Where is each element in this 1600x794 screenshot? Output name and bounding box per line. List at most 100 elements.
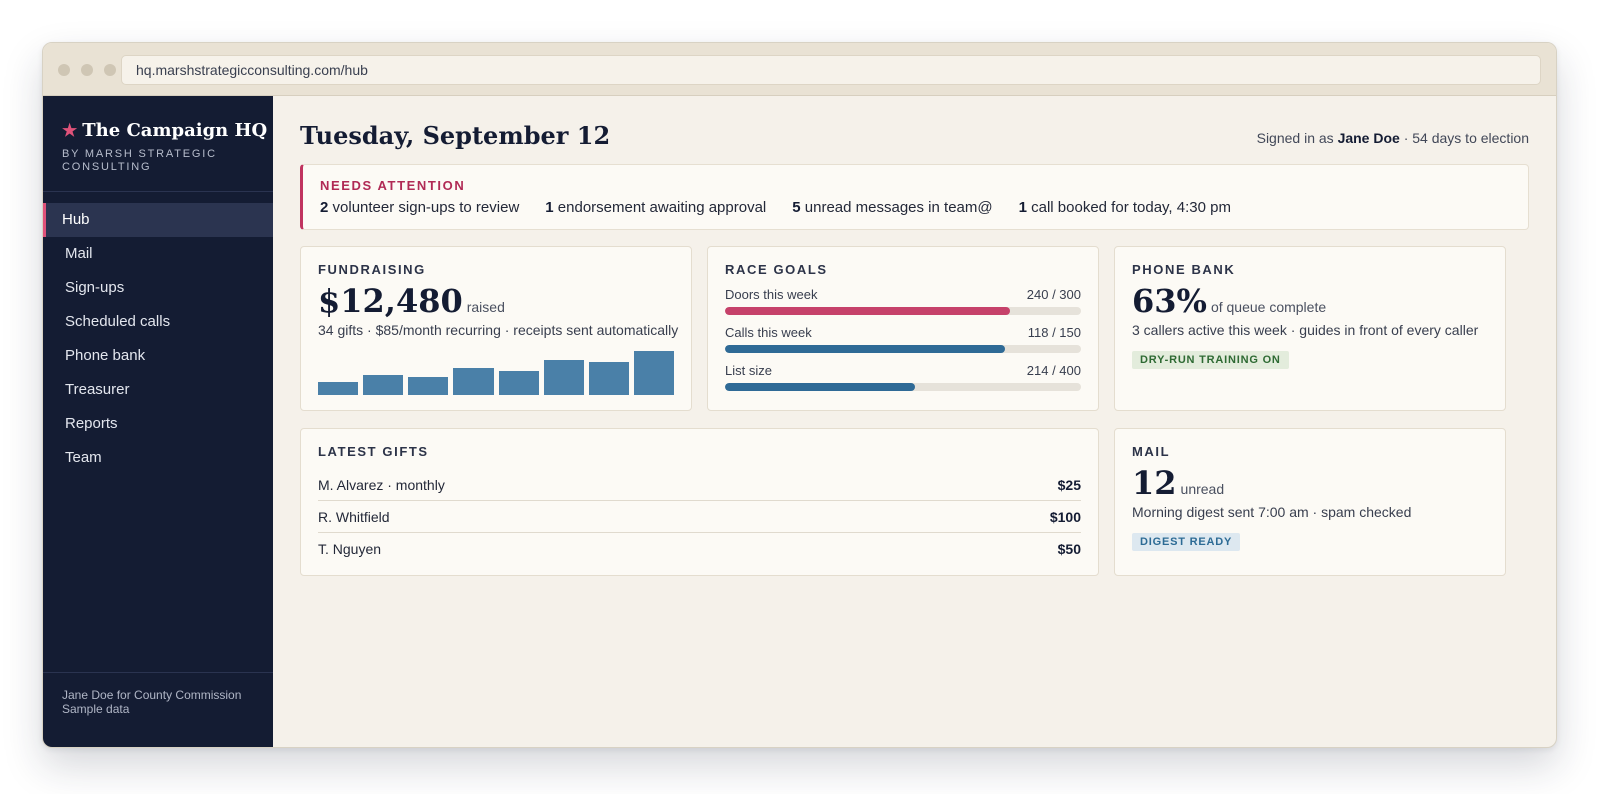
- race-goals-card[interactable]: RACE GOALS Doors this week 240 / 300 Call…: [707, 246, 1099, 411]
- attention-items: 2 volunteer sign-ups to review 1 endorse…: [320, 199, 1511, 216]
- fundraising-bar: [588, 362, 629, 395]
- mail-unread-suffix: unread: [1180, 481, 1225, 497]
- goal-value: 214 / 400: [1026, 363, 1081, 378]
- needs-attention-label: NEEDS ATTENTION: [320, 178, 466, 193]
- sidebar: ★ The Campaign HQ BY MARSH STRATEGIC CONS…: [43, 96, 273, 747]
- latest-gifts-label: LATEST GIFTS: [318, 444, 429, 459]
- page-header: Tuesday, September 12 Signed in as Jane …: [300, 96, 1529, 164]
- phone-bank-suffix: of queue complete: [1210, 299, 1327, 315]
- window-close-dot[interactable]: [58, 64, 70, 76]
- mail-summary: Morning digest sent 7:00 am · spam check…: [1132, 504, 1412, 520]
- browser-window: hq.marshstrategicconsulting.com/hub ★ The…: [42, 42, 1557, 748]
- sidebar-item-reports[interactable]: Reports: [65, 415, 118, 432]
- phone-bank-summary: 3 callers active this week · guides in f…: [1132, 322, 1479, 338]
- sidebar-item-treasurer[interactable]: Treasurer: [65, 381, 130, 398]
- fundraising-bar: [633, 351, 674, 395]
- sidebar-item-mail[interactable]: Mail: [65, 245, 93, 262]
- attention-item-signups[interactable]: 2 volunteer sign-ups to review: [320, 199, 519, 216]
- gift-list: M. Alvarez · monthly $25 R. Whitfield $100…: [318, 469, 1081, 565]
- brand: ★ The Campaign HQ BY MARSH STRATEGIC CONS…: [43, 96, 273, 192]
- list-item[interactable]: R. Whitfield $100: [318, 501, 1081, 533]
- signed-in-prefix: Signed in as: [1256, 130, 1334, 146]
- fundraising-card[interactable]: FUNDRAISING $12,480 raised 34 gifts · $8…: [300, 246, 692, 411]
- needs-attention-banner: NEEDS ATTENTION 2 volunteer sign-ups to …: [300, 164, 1529, 230]
- window-maximize-dot[interactable]: [104, 64, 116, 76]
- race-goals-label: RACE GOALS: [725, 262, 828, 277]
- mail-count-row: 12 unread: [1132, 464, 1488, 502]
- attention-item-messages[interactable]: 5 unread messages in team@: [792, 199, 992, 216]
- fundraising-bar: [453, 367, 494, 395]
- phone-bank-label: PHONE BANK: [1132, 262, 1236, 277]
- attention-text: endorsement awaiting approval: [557, 199, 767, 216]
- brand-title[interactable]: ★ The Campaign HQ: [62, 120, 267, 141]
- goal-progress-fill: [725, 345, 1006, 353]
- fundraising-bar: [498, 370, 539, 395]
- digest-status-badge: DIGEST READY: [1132, 533, 1241, 551]
- mail-label: MAIL: [1132, 444, 1171, 459]
- attention-text: volunteer sign-ups to review: [332, 199, 520, 216]
- sidebar-item-team[interactable]: Team: [65, 449, 102, 466]
- fundraising-bar: [363, 375, 404, 395]
- list-item[interactable]: T. Nguyen $50: [318, 533, 1081, 565]
- campaign-name: Jane Doe for County Commission: [62, 688, 242, 702]
- sidebar-item-sign-ups[interactable]: Sign-ups: [65, 279, 125, 296]
- goal-progress-fill: [725, 307, 1010, 315]
- attention-item-endorsement[interactable]: 1 endorsement awaiting approval: [545, 199, 766, 216]
- fundraising-bar: [543, 359, 584, 395]
- gift-amount: $50: [1057, 541, 1081, 557]
- sidebar-item-phone-bank[interactable]: Phone bank: [65, 347, 146, 364]
- goal-progress-track: [725, 345, 1081, 353]
- goal-progress-track: [725, 307, 1081, 315]
- brand-subtitle: BY MARSH STRATEGIC CONSULTING: [62, 148, 217, 173]
- sidebar-item-hub[interactable]: Hub: [43, 203, 273, 237]
- goal-label: List size: [725, 363, 772, 378]
- attention-text: unread messages in team@: [804, 199, 993, 216]
- fundraising-amount: $12,480: [318, 282, 463, 320]
- sidebar-item-scheduled-calls[interactable]: Scheduled calls: [65, 313, 171, 330]
- address-bar[interactable]: hq.marshstrategicconsulting.com/hub: [121, 55, 1541, 85]
- phone-bank-card[interactable]: PHONE BANK 63% of queue complete 3 calle…: [1114, 246, 1506, 411]
- gift-donor: T. Nguyen: [318, 541, 382, 557]
- goal-progress-track: [725, 383, 1081, 391]
- sidebar-footer: Jane Doe for County Commission Sample da…: [43, 672, 273, 747]
- phone-bank-percent: 63%: [1132, 282, 1207, 320]
- gift-donor: M. Alvarez · monthly: [318, 477, 445, 493]
- fundraising-total-row: $12,480 raised: [318, 282, 674, 320]
- attention-count: 1: [545, 199, 554, 216]
- latest-gifts-card: LATEST GIFTS M. Alvarez · monthly $25 R. …: [300, 428, 1099, 576]
- browser-chrome: hq.marshstrategicconsulting.com/hub: [43, 43, 1556, 96]
- attention-item-call[interactable]: 1 call booked for today, 4:30 pm: [1019, 199, 1231, 216]
- gift-amount: $25: [1057, 477, 1081, 493]
- fundraising-sparkbars: [318, 351, 674, 395]
- mail-card[interactable]: MAIL 12 unread Morning digest sent 7:00 …: [1114, 428, 1506, 576]
- days-to-election: · 54 days to election: [1403, 130, 1529, 146]
- attention-text: call booked for today, 4:30 pm: [1031, 199, 1231, 216]
- goal-doors: Doors this week 240 / 300: [725, 287, 1081, 315]
- brand-name: The Campaign HQ: [82, 120, 268, 141]
- goal-label: Doors this week: [725, 287, 818, 302]
- goal-value: 118 / 150: [1027, 325, 1081, 340]
- goal-calls: Calls this week 118 / 150: [725, 325, 1081, 353]
- sidebar-nav: Hub Mail Sign-ups Scheduled calls Phone …: [43, 203, 273, 475]
- fundraising-suffix: raised: [466, 299, 505, 315]
- attention-count: 2: [320, 199, 329, 216]
- gift-donor: R. Whitfield: [318, 509, 390, 525]
- sample-data-note: Sample data: [62, 702, 130, 716]
- star-icon: ★: [62, 121, 78, 141]
- fundraising-bar: [408, 377, 449, 395]
- window-minimize-dot[interactable]: [81, 64, 93, 76]
- signed-in-status: Signed in as Jane Doe · 54 days to elect…: [1257, 130, 1529, 146]
- phone-bank-percent-row: 63% of queue complete: [1132, 282, 1488, 320]
- goal-progress-fill: [725, 383, 916, 391]
- goal-list-size: List size 214 / 400: [725, 363, 1081, 391]
- fundraising-label: FUNDRAISING: [318, 262, 426, 277]
- training-status-badge: DRY-RUN TRAINING ON: [1132, 351, 1289, 369]
- fundraising-bar: [318, 381, 359, 395]
- main-content: Tuesday, September 12 Signed in as Jane …: [273, 96, 1556, 747]
- list-item[interactable]: M. Alvarez · monthly $25: [318, 469, 1081, 501]
- user-name: Jane Doe: [1337, 130, 1400, 146]
- fundraising-summary: 34 gifts · $85/month recurring · receipt…: [318, 322, 679, 338]
- page-title: Tuesday, September 12: [300, 121, 611, 150]
- mail-unread-count: 12: [1132, 464, 1177, 502]
- goal-value: 240 / 300: [1026, 287, 1081, 302]
